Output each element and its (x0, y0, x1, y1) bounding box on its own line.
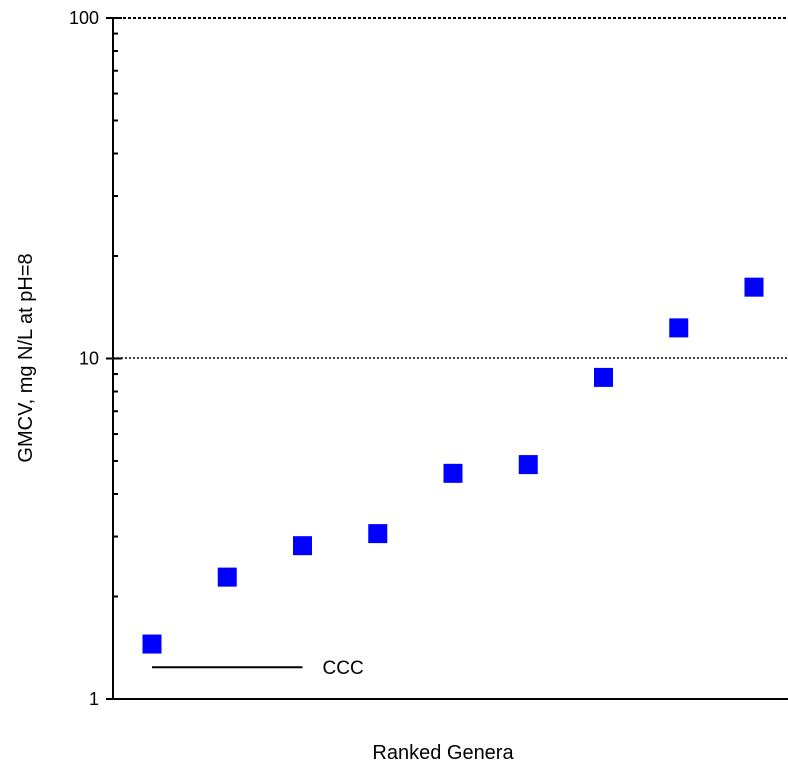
data-point (745, 278, 764, 297)
data-point (519, 455, 538, 474)
y-tick-labels: 1 10 100 (69, 8, 99, 709)
data-point (594, 368, 613, 387)
ccc-label: CCC (323, 658, 364, 679)
y-axis-title: GMCV, mg N/L at pH=8 (15, 253, 37, 462)
data-point (368, 524, 387, 543)
data-point (444, 464, 463, 483)
data-points (143, 278, 764, 654)
data-point (669, 318, 688, 337)
y-tick-label: 100 (69, 8, 99, 28)
data-point (218, 568, 237, 587)
data-point (293, 536, 312, 555)
data-point (143, 635, 162, 654)
y-tick-label: 1 (89, 689, 99, 709)
x-axis-title: Ranked Genera (372, 742, 514, 764)
y-tick-label: 10 (79, 349, 99, 369)
